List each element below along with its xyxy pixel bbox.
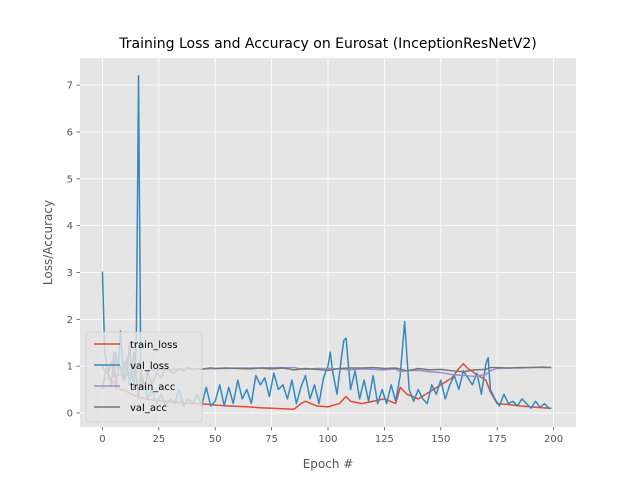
x-tick-label: 150 [431,434,450,445]
x-tick-label: 0 [99,434,105,445]
y-tick-label: 6 [67,127,73,138]
y-tick-label: 2 [67,315,73,326]
legend-box [85,331,203,423]
y-tick-label: 4 [67,221,73,232]
x-tick-label: 50 [209,434,222,445]
legend: train_loss val_loss train_acc val_acc [85,331,203,423]
x-tick-label: 200 [544,434,563,445]
y-tick-label: 7 [67,81,73,92]
x-tick-label: 175 [488,434,507,445]
legend-label-val-acc: val_acc [130,403,167,414]
legend-label-train-loss: train_loss [130,340,178,351]
legend-label-val-loss: val_loss [130,361,169,372]
x-axis-label: Epoch # [303,457,354,471]
x-tick-label: 100 [318,434,337,445]
y-axis-ticks: 0 1 2 3 4 5 6 7 [67,81,80,419]
x-tick-label: 125 [375,434,394,445]
x-tick-label: 25 [152,434,165,445]
y-axis-label: Loss/Accuracy [41,200,55,285]
x-tick-label: 75 [265,434,278,445]
y-tick-label: 3 [67,268,73,279]
chart-title: Training Loss and Accuracy on Eurosat (I… [118,36,536,52]
y-tick-label: 5 [67,174,73,185]
y-tick-label: 0 [67,408,73,419]
y-tick-label: 1 [67,362,73,373]
x-axis-ticks: 0 25 50 75 100 125 150 175 200 [99,427,563,445]
legend-label-train-acc: train_acc [130,382,175,393]
